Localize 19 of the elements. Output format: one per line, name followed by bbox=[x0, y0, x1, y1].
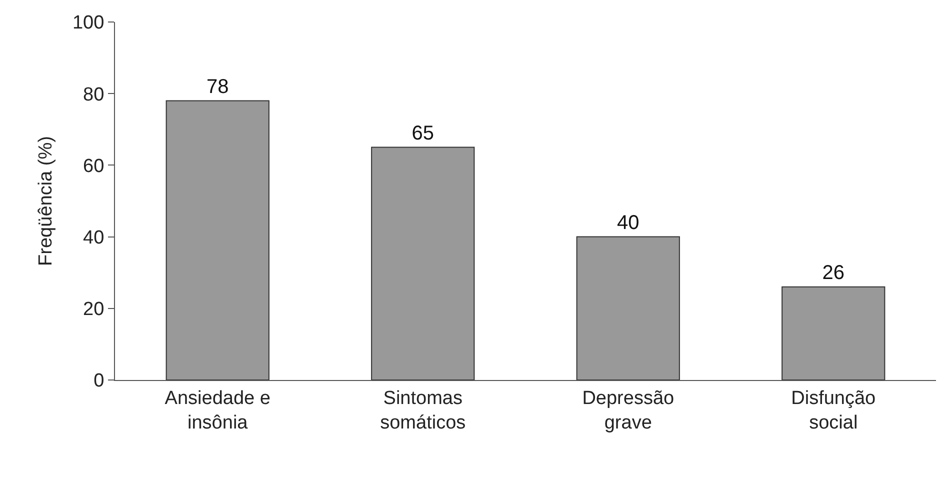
x-tick-label: Disfunção social bbox=[791, 388, 876, 434]
y-tick-label: 100 bbox=[72, 12, 104, 34]
data-label: 78 bbox=[206, 76, 229, 98]
x-tick-label: Sintomas somáticos bbox=[380, 388, 466, 434]
data-label: 40 bbox=[617, 212, 640, 234]
y-tick-label: 40 bbox=[83, 227, 104, 248]
x-tick-label: Ansiedade e insônia bbox=[164, 388, 270, 434]
y-axis-title: Freqüência (%) bbox=[35, 136, 56, 266]
y-tick-label: 60 bbox=[83, 156, 104, 177]
bar bbox=[576, 236, 680, 380]
y-tick-label: 80 bbox=[83, 84, 104, 106]
y-tick-label: 0 bbox=[94, 370, 104, 392]
x-tick-label: Depressão grave bbox=[582, 388, 674, 434]
data-label: 65 bbox=[412, 122, 434, 144]
bar bbox=[782, 286, 886, 380]
bar bbox=[371, 146, 475, 380]
data-label: 26 bbox=[822, 262, 844, 284]
y-tick-label: 20 bbox=[83, 299, 104, 320]
bar bbox=[166, 100, 270, 380]
